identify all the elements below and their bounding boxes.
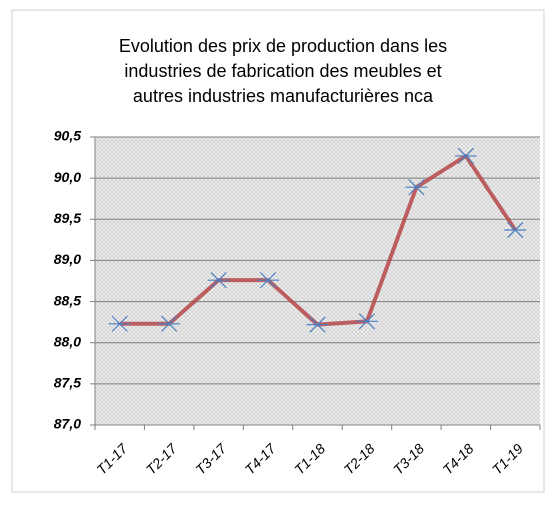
y-tick-label: 87,0 [54, 416, 81, 432]
marker [257, 272, 280, 289]
y-tick-label: 90,5 [54, 128, 81, 144]
marker [355, 313, 378, 330]
y-tick-label: 89,0 [54, 251, 81, 267]
marker [306, 316, 329, 333]
y-tick-label: 88,0 [54, 333, 81, 349]
y-tick-label: 90,0 [54, 169, 81, 185]
marker [207, 272, 230, 289]
marker [454, 147, 477, 165]
chart-title: industries de fabrication des meubles et [124, 61, 441, 81]
marker [405, 179, 428, 196]
y-tick-label: 87,5 [54, 375, 81, 391]
plot-area [95, 137, 540, 425]
marker [158, 315, 181, 332]
marker [108, 315, 131, 332]
chart-title: autres industries manufacturières nca [133, 86, 434, 106]
chart-title: Evolution des prix de production dans le… [119, 36, 447, 56]
y-tick-label: 89,5 [54, 210, 81, 226]
marker [504, 221, 527, 239]
y-tick-label: 88,5 [54, 292, 81, 308]
